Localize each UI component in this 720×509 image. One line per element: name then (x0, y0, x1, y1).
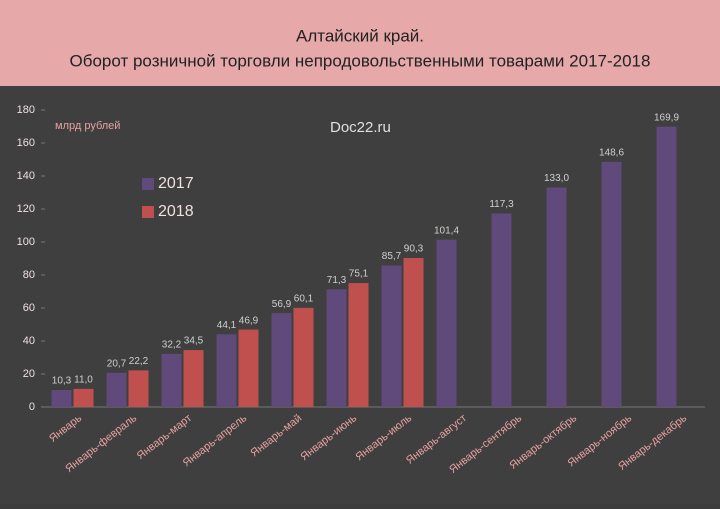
value-label: 34,5 (184, 336, 204, 347)
bar (73, 388, 94, 407)
chart-subtitle: Оборот розничной торговли непродовольств… (70, 51, 651, 70)
bar (656, 126, 677, 407)
value-label: 101,4 (434, 225, 459, 236)
y-tick-label: 160 (17, 137, 35, 149)
value-label: 85,7 (382, 251, 402, 262)
bar (403, 258, 424, 407)
bar (293, 307, 314, 407)
value-label: 117,3 (489, 199, 514, 210)
value-label: 71,3 (327, 275, 347, 286)
y-tick-label: 80 (23, 269, 35, 281)
bar (106, 372, 127, 407)
bar (491, 213, 512, 407)
bar (348, 283, 369, 407)
value-label: 75,1 (349, 269, 369, 280)
y-tick-label: 40 (23, 335, 35, 347)
value-label: 60,1 (294, 293, 314, 304)
value-label: 44,1 (217, 320, 237, 331)
bar (601, 161, 622, 407)
value-label: 90,3 (404, 244, 424, 255)
value-label: 22,2 (129, 356, 149, 367)
bar (238, 329, 259, 407)
y-tick-label: 20 (23, 368, 35, 380)
value-label: 46,9 (239, 315, 259, 326)
value-label: 133,0 (544, 173, 569, 184)
bar (51, 390, 72, 407)
legend-label: 2018 (158, 203, 194, 220)
bar (216, 334, 237, 407)
value-label: 10,3 (52, 376, 72, 387)
title-band (0, 0, 720, 86)
y-tick-label: 120 (17, 203, 35, 215)
value-label: 11,0 (74, 374, 93, 385)
bar (183, 350, 204, 407)
bar (161, 353, 182, 407)
value-label: 56,9 (272, 299, 292, 310)
value-label: 32,2 (162, 340, 182, 351)
legend-label: 2017 (158, 175, 194, 192)
y-tick-label: 140 (17, 170, 35, 182)
legend-swatch (142, 206, 154, 218)
y-tick-label: 0 (29, 401, 35, 413)
chart-title: Алтайский край. (296, 26, 424, 45)
bar (436, 239, 457, 407)
y-tick-label: 60 (23, 302, 35, 314)
value-label: 20,7 (107, 358, 127, 369)
bar (326, 289, 347, 407)
y-tick-label: 100 (17, 236, 35, 248)
bar (128, 370, 149, 407)
bar (271, 313, 292, 407)
value-label: 148,6 (599, 147, 624, 158)
y-axis-label: млрд рублей (55, 120, 120, 132)
annotation: Doc22.ru (330, 119, 391, 136)
y-tick-label: 180 (17, 104, 35, 116)
bar (381, 265, 402, 407)
value-label: 169,9 (654, 112, 679, 123)
bar (546, 187, 567, 407)
legend-swatch (142, 178, 154, 190)
